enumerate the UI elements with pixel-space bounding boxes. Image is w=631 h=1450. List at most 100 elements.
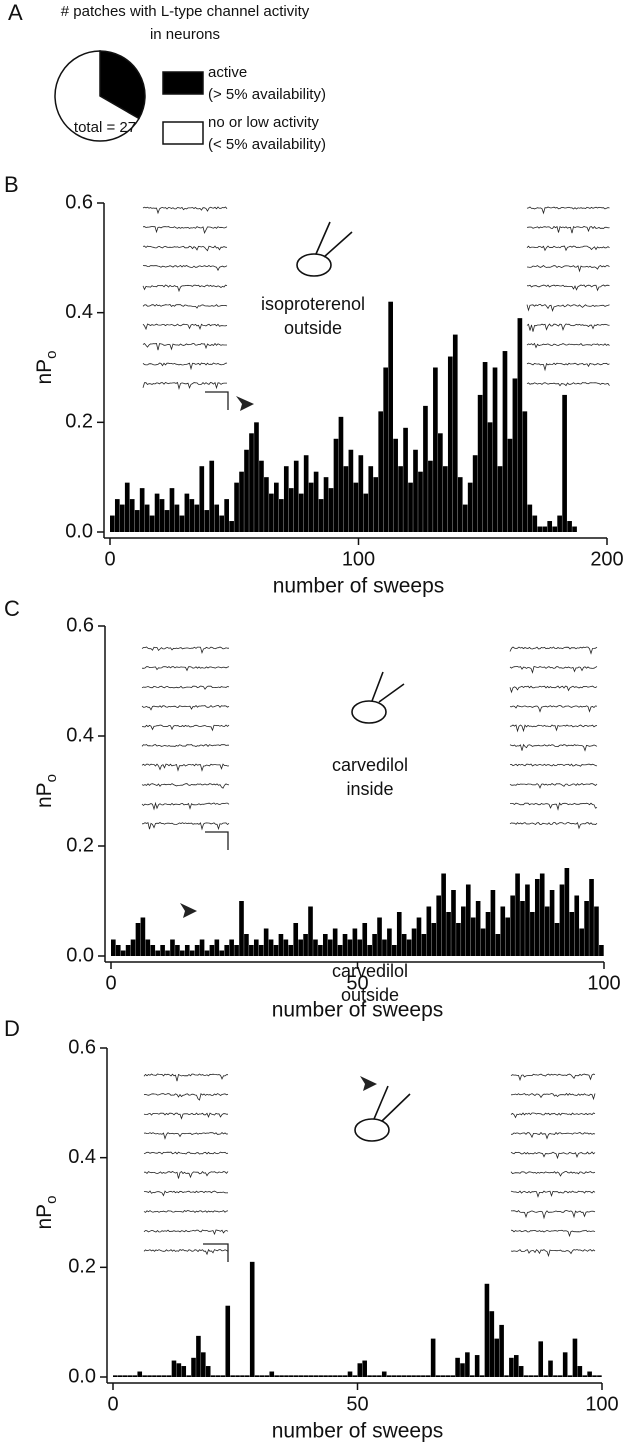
bar bbox=[303, 934, 308, 956]
bar bbox=[442, 466, 448, 532]
bar bbox=[140, 917, 146, 956]
y-tick-label: 0.2 bbox=[68, 1256, 96, 1278]
y-tick-label: 0.6 bbox=[66, 614, 94, 636]
bar bbox=[352, 928, 358, 956]
bar bbox=[396, 1375, 402, 1377]
current-trace bbox=[141, 744, 230, 748]
bar bbox=[475, 901, 481, 956]
bar bbox=[391, 1375, 397, 1377]
bar bbox=[513, 1355, 519, 1377]
bar bbox=[537, 526, 543, 532]
bar bbox=[259, 1375, 265, 1377]
bar bbox=[318, 945, 323, 956]
scale-bar bbox=[205, 831, 229, 850]
bar bbox=[497, 466, 503, 532]
bar bbox=[164, 510, 170, 532]
bar bbox=[393, 438, 398, 532]
bar bbox=[189, 950, 195, 956]
bar bbox=[552, 526, 557, 532]
current-trace bbox=[143, 1248, 229, 1256]
current-trace bbox=[509, 743, 598, 752]
bar bbox=[418, 471, 423, 532]
bar bbox=[544, 906, 550, 956]
bar bbox=[137, 1371, 143, 1377]
bar bbox=[230, 1375, 235, 1377]
pie-slice bbox=[99, 50, 146, 120]
current-trace bbox=[141, 801, 230, 811]
bar bbox=[388, 301, 393, 532]
bar bbox=[421, 934, 427, 956]
bar bbox=[589, 879, 594, 956]
bar bbox=[328, 1375, 333, 1377]
bar bbox=[425, 1375, 431, 1377]
y-tick-label: 0.0 bbox=[68, 1365, 96, 1387]
legend-swatch bbox=[162, 71, 204, 95]
bar bbox=[328, 488, 334, 532]
x-tick-label: 0 bbox=[104, 548, 115, 570]
current-trace bbox=[526, 225, 610, 234]
current-trace bbox=[526, 245, 610, 252]
bar bbox=[553, 1375, 558, 1377]
legend-swatch bbox=[162, 121, 204, 145]
current-trace bbox=[141, 783, 230, 789]
current-trace bbox=[143, 1209, 229, 1213]
bar bbox=[258, 945, 264, 956]
bar bbox=[111, 939, 116, 956]
y-tick-label: 0.2 bbox=[66, 834, 94, 856]
bar bbox=[411, 1375, 416, 1377]
bar bbox=[142, 1375, 147, 1377]
panel-letter: A bbox=[8, 0, 23, 25]
bar bbox=[174, 504, 180, 532]
bar bbox=[520, 901, 525, 956]
bar bbox=[129, 499, 135, 532]
bar bbox=[559, 884, 565, 956]
bar bbox=[337, 1375, 343, 1377]
x-tick-label: 100 bbox=[585, 1393, 618, 1415]
bar bbox=[219, 950, 225, 956]
bar bbox=[461, 906, 466, 956]
bar bbox=[416, 917, 422, 956]
bar bbox=[433, 367, 438, 532]
bar bbox=[509, 1357, 514, 1377]
bar bbox=[145, 939, 151, 956]
bar bbox=[562, 1352, 568, 1377]
bar bbox=[170, 939, 175, 956]
bar bbox=[298, 1375, 304, 1377]
current-trace bbox=[510, 1190, 596, 1198]
bar bbox=[283, 466, 289, 532]
bar bbox=[487, 422, 493, 532]
bar bbox=[235, 1375, 240, 1377]
y-tick-label: 0.4 bbox=[68, 1146, 96, 1168]
bar bbox=[435, 1375, 441, 1377]
bar bbox=[533, 1375, 539, 1377]
current-trace bbox=[526, 362, 610, 372]
bar bbox=[318, 499, 324, 532]
bar bbox=[268, 939, 274, 956]
current-trace bbox=[510, 1171, 596, 1177]
y-axis-label-main: nP bbox=[33, 782, 56, 808]
pie-slice bbox=[54, 50, 140, 142]
y-tick-label: 0.0 bbox=[66, 944, 94, 966]
bar bbox=[352, 1375, 358, 1377]
bar bbox=[562, 394, 567, 532]
bar bbox=[225, 1305, 231, 1377]
bar bbox=[269, 493, 274, 532]
bar bbox=[122, 1375, 128, 1377]
bar bbox=[484, 1283, 490, 1377]
bar bbox=[599, 945, 604, 956]
y-axis-label-sub: o bbox=[43, 1195, 60, 1203]
bar bbox=[547, 521, 553, 532]
bar bbox=[303, 455, 309, 532]
bar bbox=[396, 912, 402, 956]
bar bbox=[416, 1375, 421, 1377]
bar bbox=[333, 1375, 338, 1377]
bar bbox=[201, 1352, 206, 1377]
cell-icon bbox=[296, 221, 411, 1142]
x-axis-label: number of sweeps bbox=[273, 575, 445, 598]
bar bbox=[392, 945, 397, 956]
x-tick-label: 0 bbox=[107, 1393, 118, 1415]
bar bbox=[456, 923, 461, 956]
bar bbox=[293, 923, 299, 956]
current-trace bbox=[510, 1249, 596, 1258]
bar bbox=[411, 928, 417, 956]
